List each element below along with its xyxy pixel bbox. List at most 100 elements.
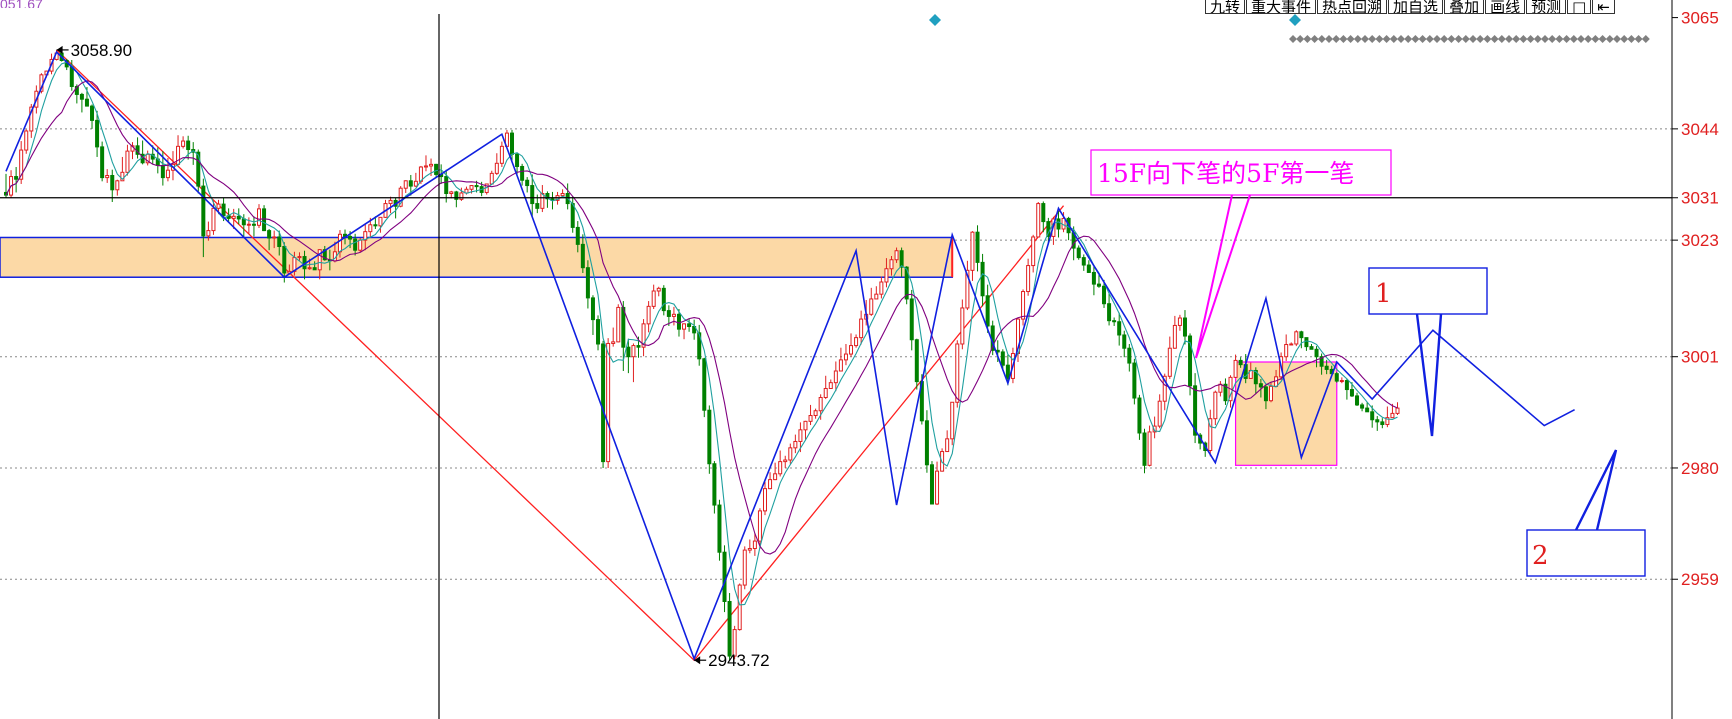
- candle-body: [337, 233, 342, 253]
- candle-body: [742, 549, 747, 586]
- axis-tick-label: 3031: [1681, 189, 1719, 208]
- candle-body: [95, 119, 100, 148]
- candle-body: [1309, 346, 1314, 350]
- candle-body: [378, 216, 383, 227]
- extreme-arrow-head: [56, 45, 63, 54]
- candle-body: [510, 132, 514, 155]
- candle-body: [246, 223, 251, 226]
- event-strip-marker: [1641, 35, 1650, 43]
- candle-body: [79, 93, 84, 100]
- candle-body: [707, 409, 712, 465]
- candle-body: [494, 162, 499, 174]
- event-strip-marker: [1613, 35, 1621, 43]
- candle-body: [773, 473, 778, 481]
- candle-body: [1102, 285, 1107, 305]
- moving-averages: [5, 61, 1398, 606]
- event-strip-marker: [1519, 35, 1528, 43]
- candle-body: [1188, 335, 1193, 387]
- candle-body: [277, 236, 282, 247]
- candle-body: [717, 504, 722, 553]
- toolbar-forecast-button[interactable]: 预测: [1526, 0, 1567, 14]
- toolbar-add-watchlist-button[interactable]: 加自选: [1388, 0, 1444, 14]
- candle-body: [429, 163, 434, 167]
- candle-body: [1005, 364, 1010, 379]
- candle-body: [267, 230, 272, 239]
- candle-body: [661, 287, 666, 312]
- toolbar-overlay-button[interactable]: 叠加: [1444, 0, 1485, 14]
- candle-body: [575, 226, 580, 245]
- candle-body: [1334, 373, 1339, 382]
- candle-body: [530, 185, 535, 205]
- toolbar-events-button[interactable]: 重大事件: [1246, 0, 1317, 14]
- pivot-zones: [0, 236, 1338, 466]
- candle-body: [813, 410, 818, 417]
- candle-body: [692, 326, 697, 334]
- candle-body: [909, 298, 914, 341]
- candle-body: [489, 172, 494, 185]
- event-strip-marker: [1512, 35, 1521, 43]
- candle-body: [1021, 291, 1026, 320]
- candle-body: [1132, 362, 1137, 399]
- candle-body: [317, 249, 322, 271]
- annotations: 15F向下笔的5F第一笔 1 2: [1090, 149, 1646, 577]
- candle-body: [262, 208, 267, 232]
- candle-body: [727, 600, 732, 657]
- candle-body: [1137, 397, 1142, 434]
- toolbar-jiuzhuan-button[interactable]: 九转: [1205, 0, 1246, 14]
- candle-body: [515, 153, 520, 167]
- candle-body: [560, 193, 565, 197]
- candle-body: [1385, 417, 1390, 426]
- candle-body: [100, 146, 105, 179]
- event-strip-marker: [1353, 35, 1362, 43]
- candle-body: [732, 629, 737, 657]
- toolbar-hotspot-button[interactable]: 热点回溯: [1317, 0, 1388, 14]
- event-strip-marker: [1490, 35, 1499, 43]
- markers: [929, 14, 1650, 43]
- candle-body: [656, 287, 661, 292]
- candle-body: [722, 551, 727, 602]
- axis-tick-label: 2980: [1681, 459, 1719, 478]
- red-stroke-lines: [56, 49, 1065, 662]
- candle-body: [1142, 432, 1147, 466]
- red-stroke-path: [56, 49, 1065, 662]
- candle-body: [1213, 391, 1218, 420]
- candle-body: [747, 548, 752, 551]
- event-strip-marker: [1296, 35, 1305, 43]
- candle-body: [950, 401, 955, 440]
- candle-body: [874, 293, 879, 300]
- candle-body: [1112, 320, 1117, 323]
- event-strip-marker: [1483, 35, 1492, 43]
- toolbar-draw-line-button[interactable]: 画线: [1485, 0, 1526, 14]
- toolbar-window-button[interactable]: □: [1567, 0, 1592, 14]
- event-strip-marker: [1346, 35, 1355, 43]
- event-strip-marker: [1418, 35, 1427, 43]
- candle-body: [176, 145, 181, 165]
- event-strip-marker: [1317, 35, 1326, 43]
- candle-body: [975, 231, 980, 263]
- candle-body: [924, 420, 929, 466]
- candle-body: [697, 332, 702, 360]
- candle-body: [1258, 383, 1263, 388]
- candle-body: [682, 323, 687, 330]
- event-strip-marker: [1505, 35, 1513, 43]
- event-strip-marker: [1548, 35, 1557, 43]
- event-strip-marker: [1440, 35, 1449, 43]
- candle-body: [1380, 421, 1385, 426]
- candle-body: [1086, 264, 1091, 273]
- candle-body: [803, 420, 808, 431]
- candle-body: [1081, 257, 1086, 266]
- event-strip-marker: [1569, 35, 1578, 43]
- candle-body: [1026, 265, 1031, 293]
- candle-body: [525, 179, 530, 187]
- candle-body: [540, 193, 545, 209]
- high-extreme-label: 3058.90: [71, 41, 132, 60]
- candle-body: [590, 297, 595, 321]
- toolbar-back-button[interactable]: ⇤: [1592, 0, 1615, 14]
- candle-body: [626, 346, 631, 358]
- event-strip-marker: [1605, 35, 1614, 43]
- candle-body: [165, 169, 170, 179]
- candle-body: [606, 342, 611, 463]
- candle-body: [737, 584, 742, 631]
- candle-body: [1395, 407, 1400, 414]
